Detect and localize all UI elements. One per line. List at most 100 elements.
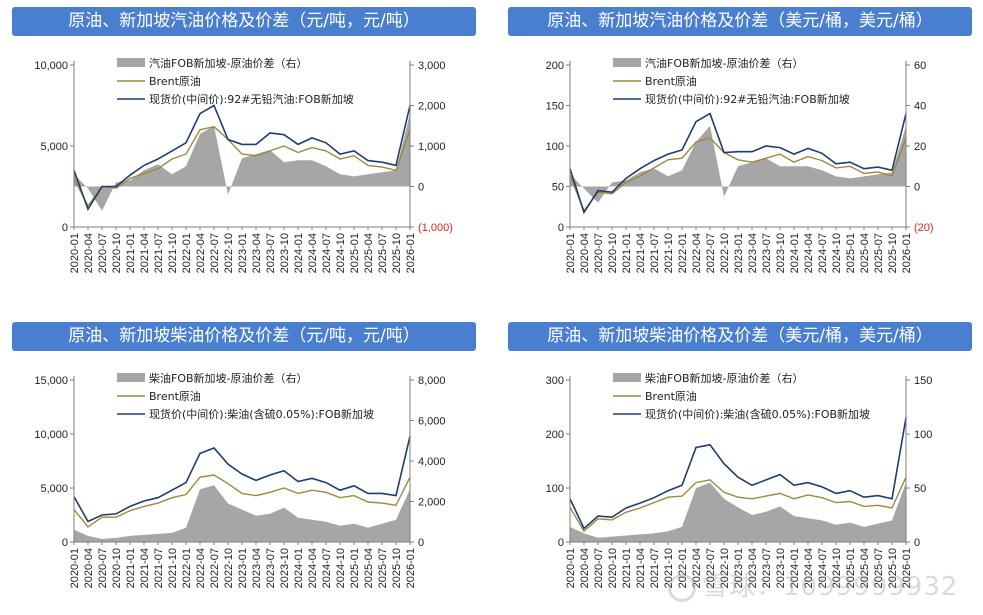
- right-tick-label: 20: [914, 141, 926, 153]
- x-tick-label: 2021-04: [139, 548, 151, 588]
- x-tick-label: 2021-01: [125, 233, 137, 273]
- legend-label: 现货价(中间价):柴油(含硫0.05%):FOB新加坡: [149, 407, 374, 421]
- x-tick-label: 2020-07: [97, 233, 109, 273]
- x-tick-label: 2020-10: [111, 548, 123, 588]
- right-tick-label: 4,000: [418, 456, 446, 468]
- left-tick-label: 5,000: [40, 141, 68, 153]
- x-tick-label: 2024-01: [293, 233, 305, 273]
- left-tick-label: 0: [62, 537, 68, 549]
- x-tick-label: 2022-04: [691, 233, 703, 273]
- right-tick-label: 2,000: [418, 101, 446, 113]
- x-tick-label: 2023-07: [265, 548, 277, 588]
- right-tick-label: 100: [914, 429, 932, 441]
- x-tick-label: 2024-10: [335, 548, 347, 588]
- x-tick-label: 2026-01: [405, 548, 417, 588]
- x-tick-label: 2022-10: [719, 548, 731, 588]
- x-tick-label: 2023-01: [733, 548, 745, 588]
- x-tick-label: 2023-10: [775, 548, 787, 588]
- x-tick-label: 2025-01: [349, 548, 361, 588]
- x-tick-label: 2023-04: [747, 233, 759, 273]
- x-tick-label: 2025-10: [887, 233, 899, 273]
- right-tick-label: 8,000: [418, 375, 446, 387]
- x-tick-label: 2022-04: [691, 548, 703, 588]
- legend-swatch-spread: [613, 58, 641, 67]
- right-tick-label: 0: [914, 182, 920, 194]
- left-tick-label: 0: [558, 537, 564, 549]
- left-tick-label: 150: [546, 101, 564, 113]
- right-tick-label: 150: [914, 375, 932, 387]
- x-tick-label: 2024-07: [817, 233, 829, 273]
- x-tick-label: 2024-10: [831, 548, 843, 588]
- x-tick-label: 2024-10: [831, 233, 843, 273]
- x-tick-label: 2024-04: [803, 548, 815, 588]
- right-tick-label: 1,000: [418, 141, 446, 153]
- x-tick-label: 2020-04: [83, 233, 95, 273]
- x-tick-label: 2020-01: [565, 233, 577, 273]
- x-tick-label: 2025-07: [377, 233, 389, 273]
- left-tick-label: 200: [546, 429, 564, 441]
- right-tick-label: 3,000: [418, 60, 446, 72]
- chart-panel-diesel-usd: 原油、新加坡柴油价格及价差（美元/桶，美元/桶） 0 100 200 300 0 50 10…: [508, 322, 978, 612]
- left-tick-label: 15,000: [34, 375, 68, 387]
- x-tick-label: 2021-07: [649, 548, 661, 588]
- x-tick-label: 2021-04: [139, 233, 151, 273]
- x-tick-label: 2021-01: [125, 548, 137, 588]
- left-tick-label: 200: [546, 60, 564, 72]
- spread-area: [74, 113, 410, 211]
- left-tick-label: 0: [558, 222, 564, 234]
- x-tick-label: 2021-01: [621, 548, 633, 588]
- spread-area: [570, 125, 906, 203]
- watermark: 雪球：1099999932: [668, 566, 958, 603]
- x-tick-label: 2024-01: [789, 548, 801, 588]
- x-tick-label: 2025-10: [391, 548, 403, 588]
- x-tick-label: 2022-10: [223, 233, 235, 273]
- x-tick-label: 2023-07: [761, 548, 773, 588]
- legend-label: 现货价(中间价):92#无铅汽油:FOB新加坡: [149, 92, 354, 106]
- left-tick-label: 100: [546, 483, 564, 495]
- legend-swatch-spread: [613, 373, 641, 382]
- x-tick-label: 2022-01: [181, 548, 193, 588]
- legend-label: 现货价(中间价):柴油(含硫0.05%):FOB新加坡: [645, 407, 870, 421]
- x-tick-label: 2020-07: [97, 548, 109, 588]
- left-tick-label: 5,000: [40, 483, 68, 495]
- chart-diesel-usd: 0 100 200 300 0 50 100 150 2020-01 2020-04 2020-07…: [546, 371, 933, 588]
- brent-line: [569, 137, 907, 213]
- x-tick-label: 2020-01: [565, 548, 577, 588]
- x-tick-label: 2020-07: [593, 233, 605, 273]
- x-tick-label: 2022-07: [705, 233, 717, 273]
- right-tick-label: 60: [914, 60, 926, 72]
- x-tick-label: 2023-10: [775, 233, 787, 273]
- legend-label: 现货价(中间价):92#无铅汽油:FOB新加坡: [645, 92, 850, 106]
- x-tick-label: 2021-04: [635, 233, 647, 273]
- x-tick-label: 2025-10: [391, 233, 403, 273]
- x-tick-label: 2024-01: [789, 233, 801, 273]
- x-tick-label: 2024-04: [307, 233, 319, 273]
- right-tick-label: 0: [418, 537, 424, 549]
- spot-price-line: [569, 417, 907, 530]
- x-tick-label: 2024-07: [321, 233, 333, 273]
- spread-area: [74, 485, 410, 542]
- x-tick-label: 2024-07: [321, 548, 333, 588]
- x-tick-label: 2022-04: [195, 548, 207, 588]
- x-tick-label: 2024-07: [817, 548, 829, 588]
- x-tick-label: 2020-10: [607, 233, 619, 273]
- x-tick-label: 2025-10: [887, 548, 899, 588]
- x-tick-label: 2024-04: [307, 548, 319, 588]
- x-tick-label: 2026-01: [901, 233, 913, 273]
- right-tick-label: 0: [914, 537, 920, 549]
- chart-diesel-cny: 0 5,000 10,000 15,000 0 2,000 4,000 6,000 8,000 2…: [34, 371, 446, 588]
- right-tick-label: 2,000: [418, 497, 446, 509]
- x-tick-label: 2020-04: [579, 233, 591, 273]
- chart-gasoline-cny: 0 5,000 10,000 (1,000) 0 1,000 2,000 3,000 2020-…: [34, 56, 453, 273]
- x-tick-label: 2022-01: [677, 233, 689, 273]
- x-tick-label: 2023-07: [761, 233, 773, 273]
- x-tick-label: 2022-07: [209, 233, 221, 273]
- x-tick-label: 2025-01: [349, 233, 361, 273]
- legend-label: 汽油FOB新加坡-原油价差（右）: [645, 56, 804, 70]
- x-tick-label: 2025-04: [859, 548, 871, 588]
- x-tick-label: 2025-04: [363, 548, 375, 588]
- x-tick-label: 2020-07: [593, 548, 605, 588]
- chart-title: 原油、新加坡汽油价格及价差（元/吨，元/吨）: [12, 7, 476, 36]
- x-tick-label: 2026-01: [901, 548, 913, 588]
